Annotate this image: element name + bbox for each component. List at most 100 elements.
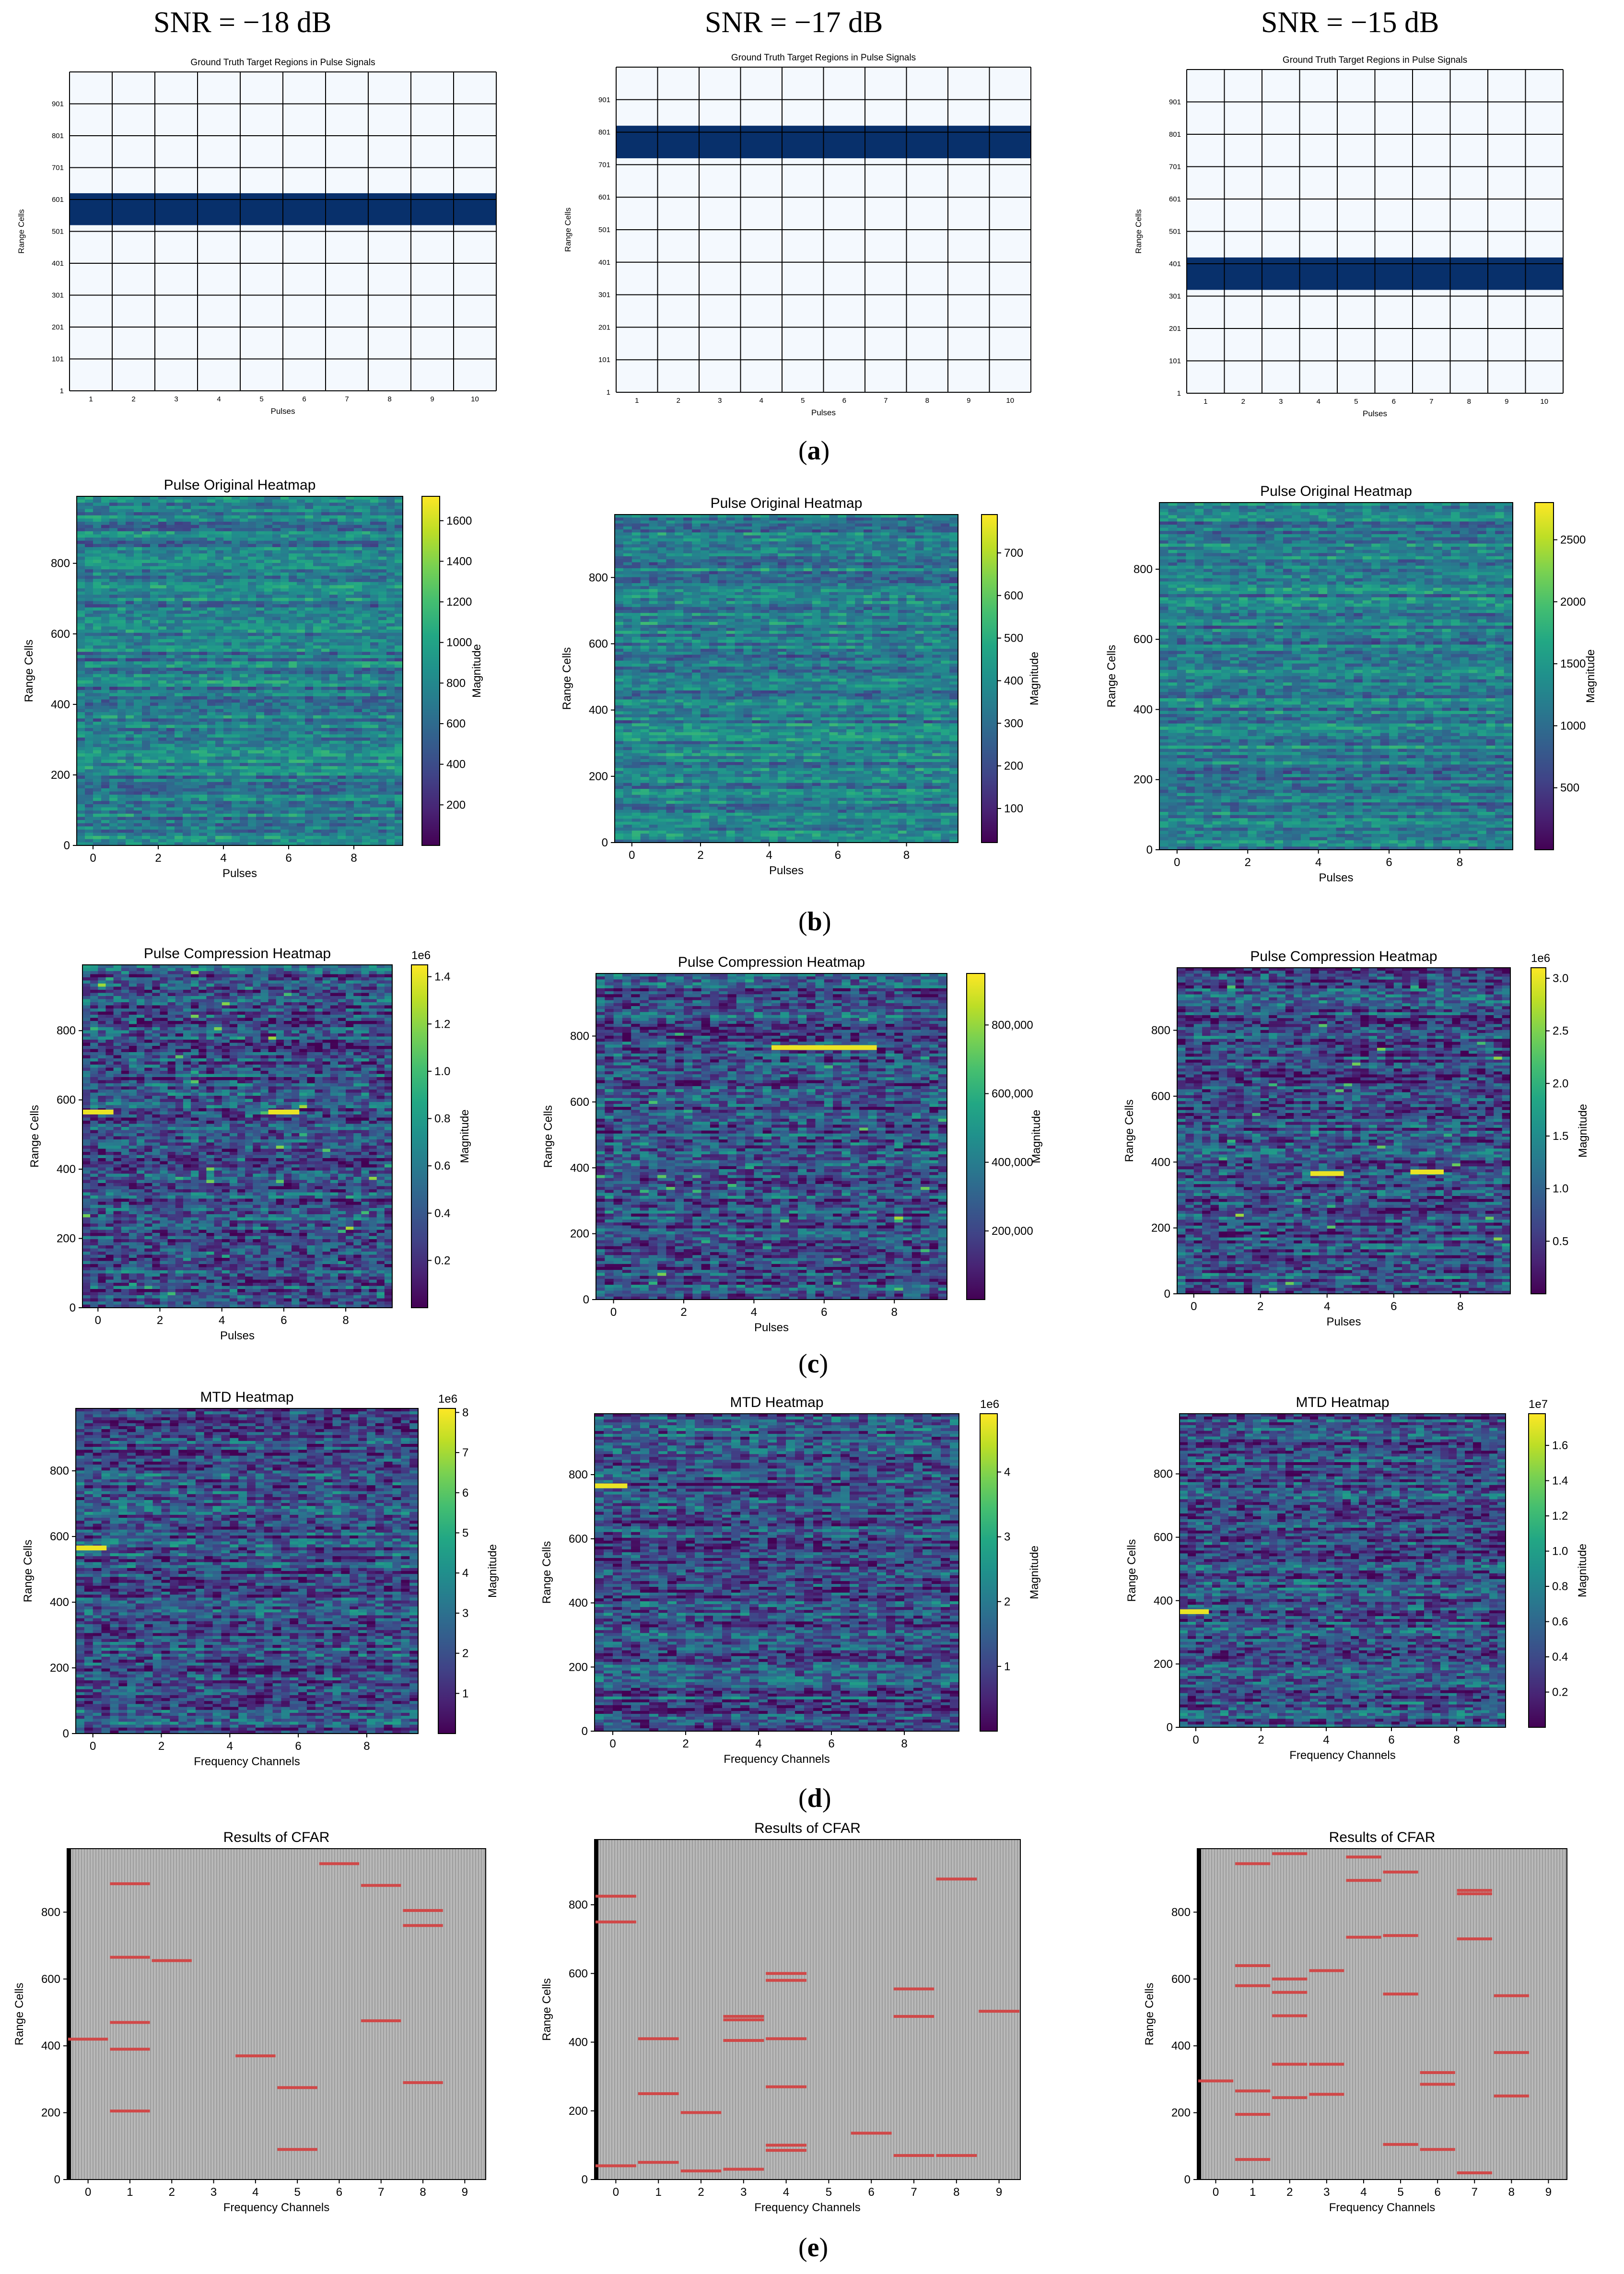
colorbar-tick-label: 0.8 xyxy=(434,1113,450,1125)
colorbar-offset: 1e6 xyxy=(980,1398,999,1411)
x-axis-label: Pulses xyxy=(1326,1315,1361,1328)
cfar-detection xyxy=(110,2110,150,2113)
cfar-detection xyxy=(361,2019,401,2022)
x-tick-label: 5 xyxy=(826,2186,832,2199)
y-tick-label: 0 xyxy=(64,839,70,852)
colorbar-label: Magnitude xyxy=(1577,1104,1589,1158)
y-tick-label: 0 xyxy=(70,1301,76,1314)
x-tick-label: 8 xyxy=(363,1740,370,1753)
x-tick-label: 6 xyxy=(280,1314,287,1327)
cfar-detection xyxy=(723,2018,764,2021)
x-axis-label: Pulses xyxy=(222,867,257,880)
colorbar-offset: 1e7 xyxy=(1529,1398,1548,1411)
chart-b-0: 200 400 600 800 1000 1200 1400 1600 Magnitude 0 2 4… xyxy=(23,477,483,880)
x-tick-label: 1 xyxy=(1250,2186,1256,2199)
cfar-detection xyxy=(766,2149,806,2152)
cfar-detection xyxy=(1420,2083,1455,2086)
plot-frame xyxy=(614,514,958,843)
y-tick-label: 400 xyxy=(57,1163,76,1176)
colorbar-tick-label: 2.5 xyxy=(1553,1025,1568,1038)
x-tick-label: 8 xyxy=(1508,2186,1515,2199)
plot-frame xyxy=(1179,1413,1506,1728)
chart-a-1: 1 2 3 4 5 6 7 8 9 101101201301401501601701801901G… xyxy=(563,53,1031,417)
cfar-detection xyxy=(596,2164,636,2168)
y-axis-label: Range Cells xyxy=(17,209,26,254)
y-tick-label: 801 xyxy=(52,132,64,140)
x-tick-label: 2 xyxy=(680,1306,687,1319)
y-tick-label: 200 xyxy=(41,2107,60,2120)
x-tick-label: 0 xyxy=(95,1314,101,1327)
cfar-detection xyxy=(893,2015,935,2018)
colorbar-tick-label: 7 xyxy=(462,1446,468,1459)
x-tick-label: 3 xyxy=(210,2186,217,2199)
cfar-detection xyxy=(936,2154,977,2157)
x-tick-label: 6 xyxy=(868,2186,875,2199)
y-tick-label: 601 xyxy=(1169,195,1181,203)
x-tick-label: 2 xyxy=(1258,1734,1264,1747)
y-tick-label: 600 xyxy=(569,1967,588,1980)
chart-e-2: 0 1 2 3 4 5 6 7 8 9 0 200 400 600 800 Results of CFAR Fr… xyxy=(1143,1829,1567,2214)
cfar-detection xyxy=(1272,1852,1308,1855)
x-tick-label: 4 xyxy=(252,2186,258,2199)
cfar-detection xyxy=(110,2048,150,2051)
x-tick-label: 0 xyxy=(609,1737,616,1750)
cfar-detection xyxy=(68,2038,108,2041)
x-tick-label: 6 xyxy=(285,852,292,865)
y-tick-label: 301 xyxy=(52,292,64,300)
target-hotspot xyxy=(76,1546,107,1551)
target-hotspot xyxy=(595,1483,628,1489)
chart-d-0: 1 2 3 4 5 6 7 8 1e6 Magnitude 0 2 4 6 8 0 200 400 600 800 MT… xyxy=(22,1389,499,1768)
cfar-detection xyxy=(596,1920,636,1923)
colorbar-tick-label: 1 xyxy=(462,1687,468,1700)
colorbar xyxy=(980,1413,998,1732)
y-tick-label: 501 xyxy=(52,228,64,236)
y-tick-label: 800 xyxy=(569,1468,588,1481)
y-tick-label: 0 xyxy=(1164,1288,1170,1301)
plot-frame xyxy=(1197,1848,1567,2180)
y-tick-label: 600 xyxy=(51,628,70,641)
y-tick-label: 800 xyxy=(1171,1906,1191,1919)
x-tick-label: 3 xyxy=(740,2186,747,2199)
colorbar-tick-label: 400 xyxy=(446,758,466,771)
cfar-detection xyxy=(723,2015,764,2018)
y-tick-label: 400 xyxy=(1133,703,1153,716)
colorbar-tick-label: 3 xyxy=(462,1607,468,1620)
x-tick-label: 6 xyxy=(842,397,846,405)
colorbar-offset: 1e6 xyxy=(411,949,431,962)
y-tick-label: 200 xyxy=(570,1228,589,1241)
cfar-detection xyxy=(1494,1994,1529,1997)
colorbar xyxy=(1528,1413,1546,1728)
cfar-detection xyxy=(893,2154,935,2157)
x-tick-label: 4 xyxy=(783,2186,789,2199)
colorbar-tick-label: 1400 xyxy=(446,555,472,568)
cfar-detection xyxy=(1309,2093,1344,2096)
colorbar xyxy=(966,973,985,1300)
cfar-detection xyxy=(403,1924,443,1927)
chart-title: Pulse Original Heatmap xyxy=(164,477,316,493)
colorbar-label: Magnitude xyxy=(1028,1546,1041,1599)
x-tick-label: 4 xyxy=(1360,2186,1367,2199)
x-axis-label: Pulses xyxy=(1319,871,1353,884)
x-tick-label: 2 xyxy=(1257,1300,1263,1313)
colorbar-tick-label: 0.4 xyxy=(434,1207,450,1220)
y-tick-label: 0 xyxy=(1167,1721,1173,1734)
cfar-background xyxy=(1197,1849,1567,2180)
y-tick-label: 101 xyxy=(52,355,64,363)
y-axis-label: Range Cells xyxy=(23,640,35,703)
y-tick-label: 200 xyxy=(1171,2107,1191,2120)
colorbar-tick-label: 1.0 xyxy=(1553,1183,1568,1196)
chart-c-1: 200,000 400,000 600,000 800,000 Magnitude 0 2 4… xyxy=(542,954,1043,1334)
x-tick-label: 9 xyxy=(430,395,434,403)
x-tick-label: 5 xyxy=(801,397,805,405)
target-hotspot xyxy=(82,1109,114,1114)
cfar-detection xyxy=(936,1877,977,1881)
cfar-detection xyxy=(1198,2079,1234,2083)
x-tick-label: 4 xyxy=(1323,1734,1329,1747)
chart-a-0: 1 2 3 4 5 6 7 8 9 101101201301401501601701801901G… xyxy=(17,58,497,416)
x-tick-label: 6 xyxy=(828,1737,834,1750)
y-tick-label: 201 xyxy=(598,323,610,331)
target-hotspot xyxy=(1310,1171,1344,1176)
heatmap-cells xyxy=(596,973,947,1300)
row-caption-b: (b) xyxy=(798,906,831,937)
